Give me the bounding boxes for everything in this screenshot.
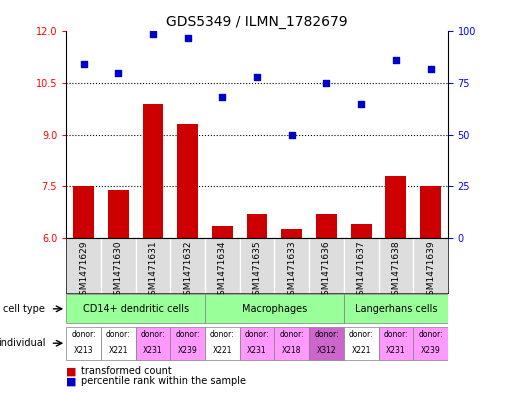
FancyBboxPatch shape xyxy=(205,327,240,360)
Text: cell type: cell type xyxy=(4,304,45,314)
Text: GSM1471633: GSM1471633 xyxy=(287,241,296,301)
Text: GSM1471630: GSM1471630 xyxy=(114,241,123,301)
Point xyxy=(184,35,192,41)
FancyBboxPatch shape xyxy=(205,294,344,323)
FancyBboxPatch shape xyxy=(66,294,205,323)
FancyBboxPatch shape xyxy=(379,327,413,360)
Point xyxy=(322,80,330,86)
Text: donor:: donor: xyxy=(418,330,443,338)
Bar xyxy=(108,189,129,238)
Bar xyxy=(316,214,337,238)
Text: X231: X231 xyxy=(386,346,406,355)
Point xyxy=(149,30,157,37)
Text: ■: ■ xyxy=(66,376,77,386)
Text: GSM1471632: GSM1471632 xyxy=(183,241,192,301)
Text: GSM1471631: GSM1471631 xyxy=(149,241,157,301)
Text: Langerhans cells: Langerhans cells xyxy=(355,304,437,314)
FancyBboxPatch shape xyxy=(171,327,205,360)
Text: GSM1471639: GSM1471639 xyxy=(426,241,435,301)
Text: donor:: donor: xyxy=(349,330,374,338)
Text: CD14+ dendritic cells: CD14+ dendritic cells xyxy=(82,304,189,314)
FancyBboxPatch shape xyxy=(240,327,274,360)
FancyBboxPatch shape xyxy=(274,327,309,360)
Point xyxy=(218,94,227,101)
Point xyxy=(392,57,400,63)
FancyBboxPatch shape xyxy=(413,327,448,360)
Text: X231: X231 xyxy=(247,346,267,355)
Text: X231: X231 xyxy=(143,346,163,355)
Bar xyxy=(143,104,163,238)
FancyBboxPatch shape xyxy=(135,327,171,360)
Text: donor:: donor: xyxy=(314,330,339,338)
Text: X213: X213 xyxy=(74,346,93,355)
Point xyxy=(357,101,365,107)
Bar xyxy=(73,186,94,238)
Text: X221: X221 xyxy=(108,346,128,355)
Point xyxy=(427,65,435,72)
Text: ■: ■ xyxy=(66,366,77,376)
Text: donor:: donor: xyxy=(210,330,235,338)
FancyBboxPatch shape xyxy=(309,327,344,360)
Text: percentile rank within the sample: percentile rank within the sample xyxy=(81,376,246,386)
Bar xyxy=(177,124,198,238)
Text: donor:: donor: xyxy=(245,330,269,338)
Text: Macrophages: Macrophages xyxy=(242,304,307,314)
Text: donor:: donor: xyxy=(279,330,304,338)
Text: GSM1471636: GSM1471636 xyxy=(322,241,331,301)
Point xyxy=(114,70,122,76)
Point xyxy=(288,131,296,138)
Text: donor:: donor: xyxy=(71,330,96,338)
Text: GSM1471638: GSM1471638 xyxy=(391,241,401,301)
FancyBboxPatch shape xyxy=(344,294,448,323)
Text: X239: X239 xyxy=(178,346,197,355)
Text: donor:: donor: xyxy=(384,330,408,338)
Text: transformed count: transformed count xyxy=(81,366,172,376)
Text: donor:: donor: xyxy=(106,330,130,338)
Text: donor:: donor: xyxy=(175,330,200,338)
Text: individual: individual xyxy=(0,338,45,348)
FancyBboxPatch shape xyxy=(66,327,101,360)
Text: X221: X221 xyxy=(213,346,232,355)
Bar xyxy=(212,226,233,238)
FancyBboxPatch shape xyxy=(101,327,135,360)
Bar xyxy=(385,176,406,238)
Text: GSM1471634: GSM1471634 xyxy=(218,241,227,301)
Text: X221: X221 xyxy=(351,346,371,355)
Bar xyxy=(351,224,372,238)
Text: GSM1471629: GSM1471629 xyxy=(79,241,88,301)
Text: GSM1471635: GSM1471635 xyxy=(252,241,262,301)
Bar xyxy=(420,186,441,238)
Point xyxy=(253,74,261,80)
Point xyxy=(79,61,88,68)
Bar xyxy=(281,229,302,238)
Text: X218: X218 xyxy=(282,346,301,355)
FancyBboxPatch shape xyxy=(344,327,379,360)
Text: X312: X312 xyxy=(317,346,336,355)
Bar xyxy=(247,214,267,238)
Text: donor:: donor: xyxy=(140,330,165,338)
Title: GDS5349 / ILMN_1782679: GDS5349 / ILMN_1782679 xyxy=(166,15,348,29)
Text: X239: X239 xyxy=(421,346,440,355)
Text: GSM1471637: GSM1471637 xyxy=(357,241,365,301)
